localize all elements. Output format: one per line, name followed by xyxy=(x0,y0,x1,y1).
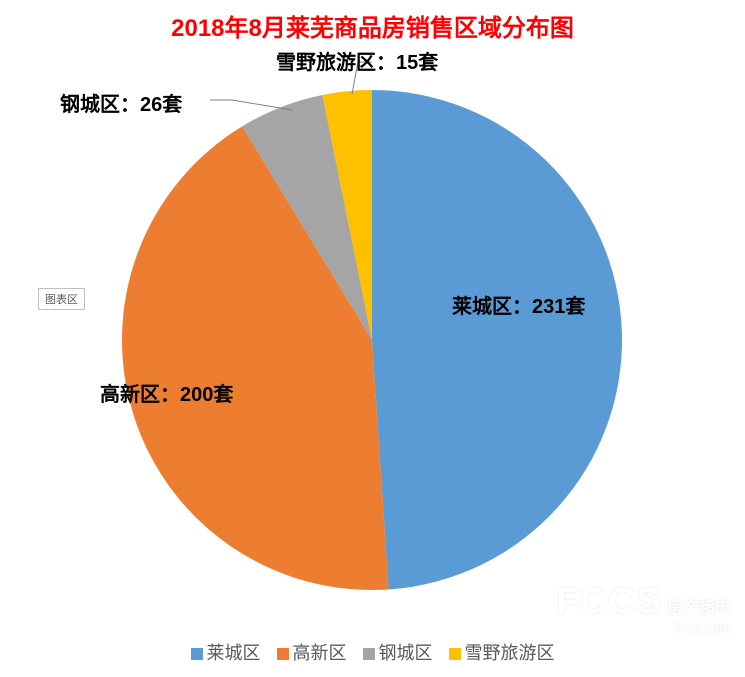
legend-item: 钢城区 xyxy=(363,639,433,665)
slice-label: 钢城区：26套 xyxy=(60,88,182,117)
legend-swatch xyxy=(277,648,289,660)
legend-item: 高新区 xyxy=(277,639,347,665)
watermark-cn: 房产超市 xyxy=(667,600,731,617)
slice-label: 雪野旅游区：15套 xyxy=(276,46,438,75)
chart-title: 2018年8月莱芜商品房销售区域分布图 xyxy=(0,8,745,43)
slice-label: 莱城区：231套 xyxy=(452,290,585,319)
legend-item: 雪野旅游区 xyxy=(449,639,555,665)
chart-container: 2018年8月莱芜商品房销售区域分布图 图表区 莱城区：231套高新区：200套… xyxy=(0,0,745,677)
pie-chart xyxy=(122,90,622,590)
pie-slice xyxy=(372,90,622,589)
watermark-domain: fccs.com xyxy=(676,619,731,635)
legend-swatch xyxy=(191,648,203,660)
legend-label: 莱城区 xyxy=(207,643,261,663)
pie-svg xyxy=(122,90,622,590)
chart-title-text: 2018年8月莱芜商品房销售区域分布图 xyxy=(171,15,574,42)
legend-label: 高新区 xyxy=(293,643,347,663)
chart-area-badge: 图表区 xyxy=(38,288,85,310)
legend-item: 莱城区 xyxy=(191,639,261,665)
legend-label: 雪野旅游区 xyxy=(465,643,555,663)
legend-label: 钢城区 xyxy=(379,643,433,663)
legend-swatch xyxy=(363,648,375,660)
slice-label: 高新区：200套 xyxy=(100,378,233,407)
legend: 莱城区 高新区 钢城区 雪野旅游区 xyxy=(0,639,745,665)
legend-swatch xyxy=(449,648,461,660)
